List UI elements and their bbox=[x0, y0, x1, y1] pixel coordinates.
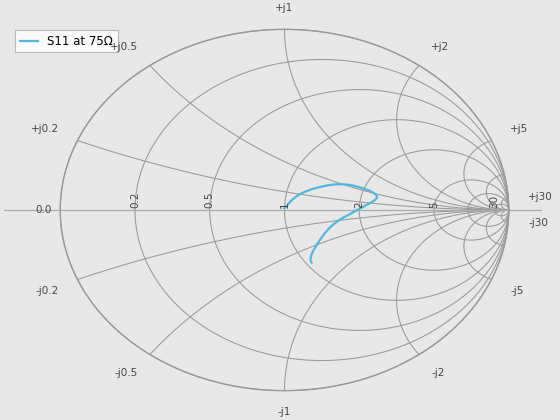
Text: 5: 5 bbox=[429, 202, 439, 208]
Text: 0.2: 0.2 bbox=[130, 192, 140, 208]
Text: -j2: -j2 bbox=[431, 368, 445, 378]
Text: 0.0: 0.0 bbox=[35, 205, 52, 215]
Text: 30: 30 bbox=[489, 195, 500, 208]
Text: -j0.5: -j0.5 bbox=[115, 368, 138, 378]
Text: 1: 1 bbox=[279, 202, 290, 208]
Text: -j30: -j30 bbox=[529, 218, 548, 228]
Text: -j5: -j5 bbox=[510, 286, 524, 296]
Text: 2: 2 bbox=[354, 202, 364, 208]
Text: 0.5: 0.5 bbox=[205, 192, 214, 208]
Text: +j30: +j30 bbox=[529, 192, 553, 202]
Text: +j2: +j2 bbox=[431, 42, 449, 52]
Legend: S11 at 75Ω: S11 at 75Ω bbox=[16, 30, 118, 52]
Text: -j1: -j1 bbox=[278, 407, 291, 417]
Text: +j5: +j5 bbox=[510, 124, 529, 134]
Text: +j1: +j1 bbox=[276, 3, 293, 13]
Text: +j0.5: +j0.5 bbox=[110, 42, 138, 52]
Text: +j0.2: +j0.2 bbox=[31, 124, 59, 134]
Text: -j0.2: -j0.2 bbox=[36, 286, 59, 296]
